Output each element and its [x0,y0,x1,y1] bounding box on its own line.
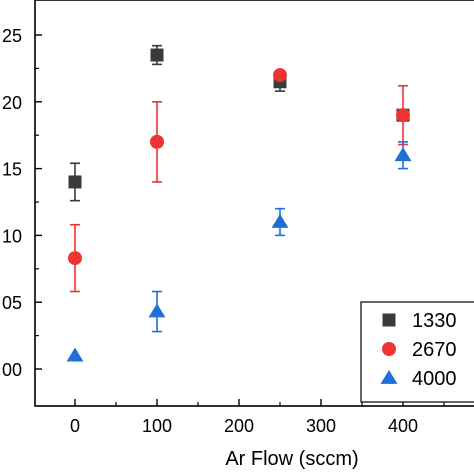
legend-marker-4000 [380,369,398,384]
point-4000 [271,213,289,228]
x-axis-label: Ar Flow (sccm) [225,448,358,470]
plot-frame [34,0,474,407]
x-tick-label: 200 [224,416,254,436]
y-tick-label: 20 [2,93,22,113]
y-tick-label: 05 [2,293,22,313]
x-tick-label: 100 [142,416,172,436]
y-axis-ticks: 00 05 10 15 20 25 [2,26,42,380]
x-tick-label: 0 [70,416,80,436]
point-2670 [273,68,287,83]
data-points [66,48,412,362]
x-tick-label: 400 [388,416,418,436]
point-2670 [68,251,82,266]
point-4000 [66,347,84,362]
x-tick-label: 300 [306,416,336,436]
legend-label-2670: 2670 [412,339,457,361]
legend-label-1330: 1330 [412,310,457,332]
y-tick-label: 00 [2,360,22,380]
y-tick-label: 10 [2,226,22,246]
y-tick-label: 15 [2,160,22,180]
legend: 1330 2670 4000 [360,301,474,403]
y-tick-label: 25 [2,26,22,46]
point-2670 [396,108,410,123]
point-4000 [394,147,412,162]
legend-marker-1330 [382,313,396,327]
point-1330 [68,175,82,189]
x-axis-ticks: 01002003004005 [70,399,445,436]
legend-box [360,301,474,403]
point-4000 [148,303,166,318]
legend-marker-2670 [382,342,396,356]
point-2670 [150,134,164,149]
legend-label-4000: 4000 [412,368,457,390]
point-1330 [150,48,164,62]
